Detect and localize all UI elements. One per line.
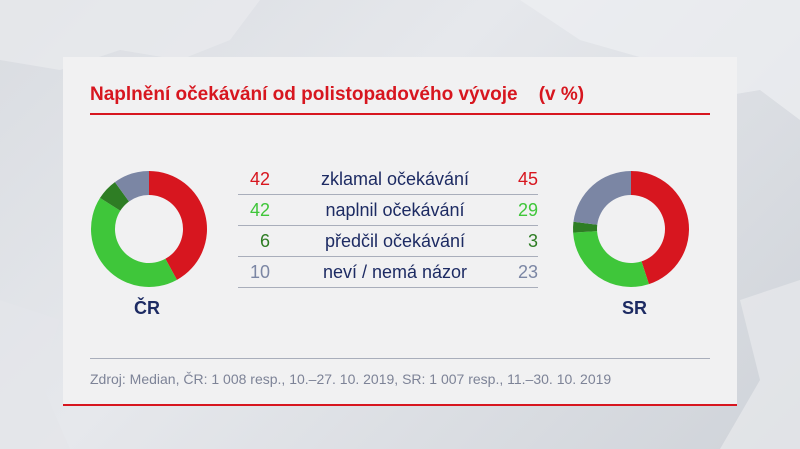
row-label: naplnil očekávání — [325, 200, 465, 220]
donut-slice-p-ed-il-o-ek-v-n- — [100, 182, 130, 211]
comparison-table: 42 zklamal očekávání 45 42 naplnil očeká… — [238, 164, 538, 288]
source-note: Zdroj: Median, ČR: 1 008 resp., 10.–27. … — [90, 371, 612, 387]
table-row: 42 zklamal očekávání 45 — [238, 164, 538, 195]
row-label: zklamal očekávání — [320, 169, 470, 189]
cr-value: 10 — [249, 262, 270, 282]
cr-value: 42 — [249, 169, 270, 189]
table-row: 42 naplnil očekávání 29 — [238, 195, 538, 226]
donut-slice-p-ed-il-o-ek-v-n- — [573, 221, 598, 233]
table-row: 6 předčil očekávání 3 — [238, 226, 538, 257]
donut-slice-naplnil-o-ek-v-n- — [91, 197, 177, 287]
row-label: neví / nemá názor — [322, 262, 468, 282]
country-label-sr: SR — [622, 298, 648, 318]
donut-slice-zklamal-o-ek-v-n- — [149, 171, 207, 280]
panel-bottom-line — [63, 404, 737, 406]
sr-value: 3 — [527, 231, 538, 251]
source-divider — [90, 358, 710, 359]
country-label-cr: ČR — [134, 298, 160, 318]
sr-value: 23 — [517, 262, 538, 282]
donut-chart-sr — [573, 171, 689, 287]
donut-slice-naplnil-o-ek-v-n- — [573, 231, 649, 287]
cr-value: 42 — [249, 200, 270, 220]
donut-chart-cr — [91, 171, 207, 287]
sr-value: 29 — [517, 200, 538, 220]
sr-value: 45 — [517, 169, 538, 189]
donut-slice-nev-nem-n-zor — [573, 171, 631, 225]
cr-value: 6 — [259, 231, 270, 251]
title-divider — [90, 113, 710, 115]
chart-title: Naplnění očekávání od polistopadového vý… — [90, 84, 585, 105]
table-row: 10 neví / nemá názor 23 — [238, 257, 538, 288]
row-label: předčil očekávání — [324, 231, 466, 251]
donut-slice-zklamal-o-ek-v-n- — [631, 171, 689, 285]
donut-slice-nev-nem-n-zor — [114, 171, 149, 202]
